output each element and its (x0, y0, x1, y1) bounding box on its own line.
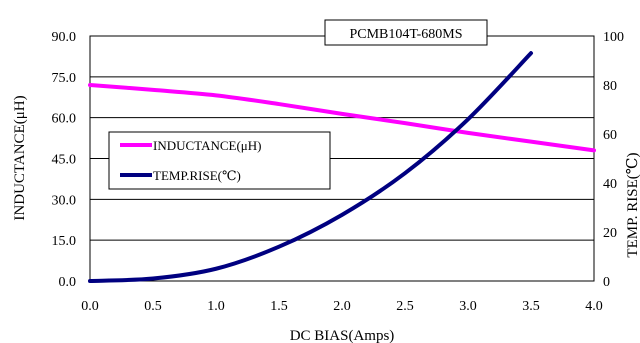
y-right-tick-labels: 0 20 40 60 80 100 (603, 30, 624, 290)
legend-box (108, 131, 331, 190)
y-left-tick-label: 45.0 (52, 153, 77, 168)
y-left-tick-label: 60.0 (52, 112, 77, 127)
y-left-tick-label: 0.0 (59, 275, 77, 290)
y-right-tick-label: 100 (603, 30, 624, 45)
y-right-tick-label: 0 (603, 275, 610, 290)
series-line-temp-rise (88, 51, 533, 283)
y-right-tick-label: 60 (603, 128, 617, 143)
y-left-tick-label: 90.0 (52, 30, 77, 45)
x-tick-label: 1.0 (207, 299, 225, 314)
legend-label-inductance: INDUCTANCE(μH) (153, 138, 261, 153)
y-left-tick-label: 30.0 (52, 193, 77, 208)
y-right-tick-label: 80 (603, 79, 617, 94)
y-left-tick-labels: 0.0 15.0 30.0 45.0 60.0 75.0 90.0 (52, 30, 77, 290)
chart-title: PCMB104T-680MS (349, 27, 462, 42)
x-tick-label: 2.5 (396, 299, 414, 314)
y-right-tick-label: 20 (603, 226, 617, 241)
x-tick-label: 0.5 (144, 299, 162, 314)
x-tick-label: 3.0 (459, 299, 477, 314)
x-tick-label: 2.0 (333, 299, 351, 314)
y-axis-right-title: TEMP. RISE(℃) (625, 152, 640, 257)
legend: INDUCTANCE(μH) TEMP.RISE(℃) (108, 131, 331, 190)
y-right-tick-label: 40 (603, 177, 617, 192)
x-axis-title: DC BIAS(Amps) (290, 328, 395, 343)
x-tick-labels: 0.0 0.5 1.0 1.5 2.0 2.5 3.0 3.5 4.0 (81, 299, 603, 314)
y-left-tick-label: 15.0 (52, 234, 77, 249)
y-axis-left-title: INDUCTANCE(μH) (12, 95, 28, 220)
x-tick-label: 3.5 (522, 299, 540, 314)
series-line-inductance (88, 83, 596, 153)
x-tick-label: 4.0 (585, 299, 603, 314)
x-tick-label: 0.0 (81, 299, 99, 314)
legend-label-temp-rise: TEMP.RISE(℃) (153, 168, 241, 183)
x-tick-label: 1.5 (270, 299, 288, 314)
chart-title-box: PCMB104T-680MS (324, 19, 488, 46)
y-left-tick-label: 75.0 (52, 71, 77, 86)
series-layer (88, 51, 596, 283)
